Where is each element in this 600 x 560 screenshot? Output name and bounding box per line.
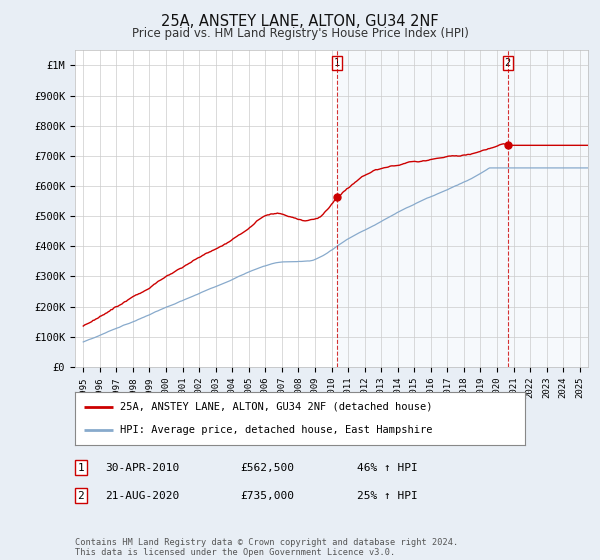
Text: 21-AUG-2020: 21-AUG-2020 [105, 491, 179, 501]
Text: 46% ↑ HPI: 46% ↑ HPI [357, 463, 418, 473]
Text: Price paid vs. HM Land Registry's House Price Index (HPI): Price paid vs. HM Land Registry's House … [131, 27, 469, 40]
Text: 25A, ANSTEY LANE, ALTON, GU34 2NF (detached house): 25A, ANSTEY LANE, ALTON, GU34 2NF (detac… [120, 402, 433, 412]
Text: 25% ↑ HPI: 25% ↑ HPI [357, 491, 418, 501]
Text: 2: 2 [77, 491, 85, 501]
Bar [508, 50, 588, 367]
Text: HPI: Average price, detached house, East Hampshire: HPI: Average price, detached house, East… [120, 425, 433, 435]
Bar [337, 50, 508, 367]
Text: £735,000: £735,000 [240, 491, 294, 501]
Text: Contains HM Land Registry data © Crown copyright and database right 2024.
This d: Contains HM Land Registry data © Crown c… [75, 538, 458, 557]
Text: £562,500: £562,500 [240, 463, 294, 473]
Text: 2: 2 [505, 58, 511, 68]
Text: 1: 1 [77, 463, 85, 473]
Text: 1: 1 [334, 58, 340, 68]
Text: 25A, ANSTEY LANE, ALTON, GU34 2NF: 25A, ANSTEY LANE, ALTON, GU34 2NF [161, 14, 439, 29]
Text: 30-APR-2010: 30-APR-2010 [105, 463, 179, 473]
